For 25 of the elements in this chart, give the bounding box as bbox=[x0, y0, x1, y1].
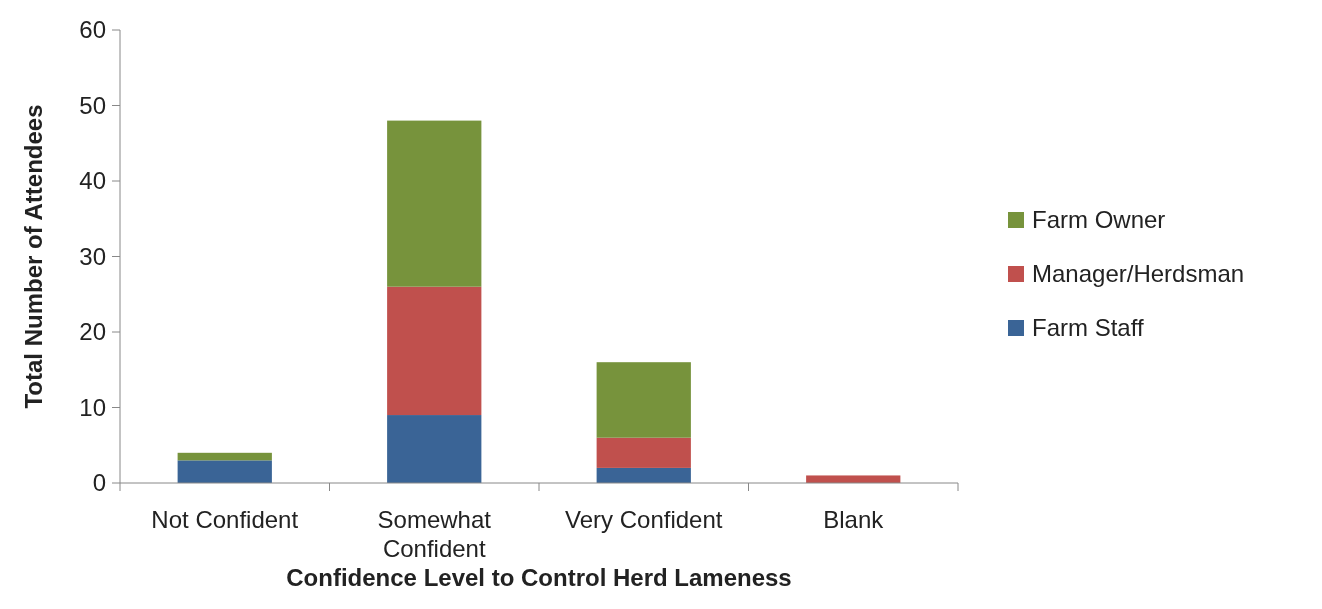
bar bbox=[596, 362, 691, 438]
bar bbox=[387, 415, 482, 483]
legend-label: Farm Staff bbox=[1032, 314, 1144, 342]
bar bbox=[596, 437, 691, 468]
x-tick-label: Very Confident bbox=[565, 506, 723, 533]
bar bbox=[387, 120, 482, 287]
y-tick-label: 50 bbox=[79, 91, 106, 119]
bar bbox=[596, 467, 691, 483]
y-tick-label: 0 bbox=[92, 469, 106, 497]
y-tick-label: 20 bbox=[79, 318, 106, 346]
y-tick-label: 60 bbox=[79, 16, 106, 44]
bar bbox=[177, 452, 272, 461]
x-tick-label: Somewhat Confident bbox=[377, 506, 492, 562]
y-axis-title: Total Number of Attendees bbox=[20, 104, 47, 409]
x-axis-title: Confidence Level to Control Herd Lameness bbox=[286, 564, 792, 591]
legend-label: Manager/Herdsman bbox=[1032, 260, 1245, 288]
bar bbox=[806, 475, 901, 483]
x-tick-label: Not Confident bbox=[151, 506, 299, 533]
y-tick-label: 40 bbox=[79, 167, 106, 195]
bar bbox=[177, 460, 272, 483]
x-tick-label: Blank bbox=[823, 506, 885, 533]
bar bbox=[387, 286, 482, 416]
y-tick-label: 10 bbox=[79, 393, 106, 421]
y-tick-label: 30 bbox=[79, 242, 106, 270]
legend-label: Farm Owner bbox=[1032, 206, 1166, 234]
